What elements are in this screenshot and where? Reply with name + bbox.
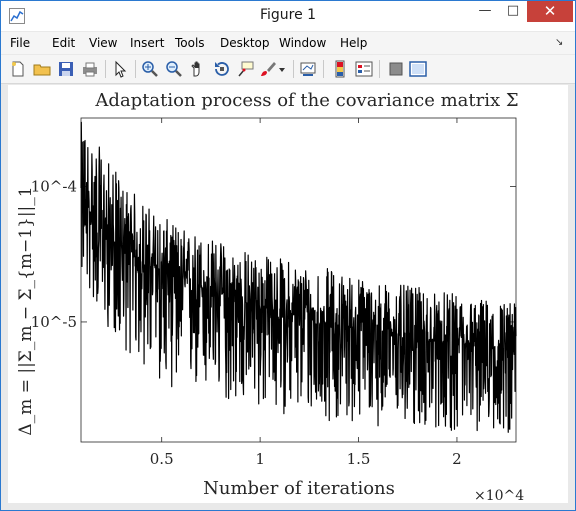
menu-help[interactable]: Help — [340, 36, 368, 50]
rotate-3d-icon[interactable] — [213, 60, 231, 78]
maximize-button[interactable]: □ — [506, 3, 520, 18]
chart-title: Adaptation process of the covariance mat… — [94, 90, 518, 111]
menu-file[interactable]: File — [10, 36, 31, 50]
toolbar-separator — [293, 60, 294, 78]
zoom-out-icon[interactable] — [165, 60, 183, 78]
menu-desktop[interactable]: Desktop — [220, 36, 270, 50]
pan-hand-icon[interactable] — [189, 60, 207, 78]
brush-dropdown-icon[interactable] — [277, 60, 287, 78]
x-tick-label: 1 — [255, 450, 265, 468]
y-tick-label: 10^-5 — [31, 313, 77, 331]
show-plot-tools-icon[interactable] — [409, 60, 427, 78]
hide-plot-tools-icon[interactable] — [387, 60, 405, 78]
plot-svg: 0.5 1 1.5 2 10^-5 10^-4 Adaptation process of… — [16, 90, 524, 504]
toolbar-separator — [105, 60, 106, 78]
brush-icon[interactable] — [259, 60, 277, 78]
open-file-icon[interactable] — [33, 60, 51, 78]
menu-window[interactable]: Window — [279, 36, 327, 50]
menu-bar: File Edit View Insert Tools Desktop Wind… — [1, 32, 575, 54]
x-axis-label: Number of iterations — [203, 478, 395, 499]
menu-edit[interactable]: Edit — [52, 36, 76, 50]
data-series — [80, 121, 517, 433]
menu-insert[interactable]: Insert — [130, 36, 165, 50]
new-figure-icon[interactable] — [9, 60, 27, 78]
figure-canvas: 0.5 1 1.5 2 10^-5 10^-4 Adaptation process of… — [8, 85, 568, 504]
menu-tools[interactable]: Tools — [175, 36, 205, 50]
title-bar[interactable]: Figure 1 — □ ✕ — [1, 1, 575, 31]
matlab-figure-icon — [9, 8, 25, 24]
insert-legend-icon[interactable] — [355, 60, 373, 78]
menu-overflow-icon[interactable]: ↘ — [555, 37, 564, 48]
edit-plot-arrow-icon[interactable] — [111, 60, 129, 78]
y-axis-label: Δ_m = ||Σ_m − Σ_{m−1}||_1 — [16, 186, 36, 435]
save-icon[interactable] — [57, 60, 75, 78]
print-icon[interactable] — [81, 60, 99, 78]
toolbar-separator — [323, 60, 324, 78]
y-tick-label: 10^-4 — [31, 177, 77, 195]
insert-colorbar-icon[interactable] — [331, 60, 349, 78]
zoom-in-icon[interactable] — [141, 60, 159, 78]
toolbar-separator — [379, 60, 380, 78]
menu-view[interactable]: View — [89, 36, 118, 50]
toolbar-separator — [135, 60, 136, 78]
figure-toolbar — [1, 55, 575, 84]
axis-ticks: 0.5 1 1.5 2 10^-5 10^-4 — [31, 118, 516, 468]
minimize-button[interactable]: — — [478, 3, 492, 18]
x-tick-label: 1.5 — [347, 450, 371, 468]
x-exponent-label: ×10^4 — [474, 488, 524, 503]
close-button[interactable]: ✕ — [527, 1, 573, 22]
data-cursor-icon[interactable] — [237, 60, 255, 78]
series-line — [80, 121, 517, 433]
window-title: Figure 1 — [259, 7, 317, 23]
link-plot-icon[interactable] — [299, 60, 317, 78]
x-tick-label: 0.5 — [150, 450, 174, 468]
x-tick-label: 2 — [452, 450, 462, 468]
